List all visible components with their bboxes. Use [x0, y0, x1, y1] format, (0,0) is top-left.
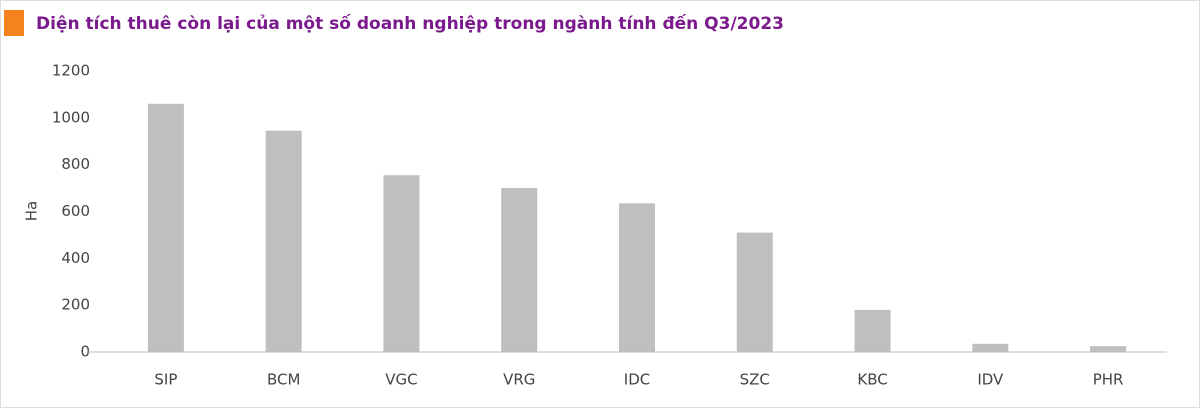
x-tick-label: PHR	[1093, 371, 1124, 389]
bar	[854, 309, 891, 352]
bar	[972, 343, 1009, 352]
y-tick-label: 200	[61, 296, 90, 314]
x-tick-label: IDC	[624, 371, 650, 389]
y-tick-label: 0	[80, 343, 90, 361]
y-tick-label: 600	[61, 202, 90, 220]
x-tick-label: SIP	[154, 371, 177, 389]
bar	[265, 130, 302, 352]
bar	[383, 175, 420, 352]
bar	[736, 232, 773, 352]
bar	[1090, 346, 1127, 352]
x-tick-label: VRG	[503, 371, 535, 389]
chart-title: Diện tích thuê còn lại của một số doanh …	[36, 13, 784, 34]
x-tick-label: VGC	[385, 371, 417, 389]
x-tick-label: BCM	[267, 371, 300, 389]
title-marker	[4, 10, 24, 36]
y-tick-label: 1000	[52, 108, 90, 126]
bar	[147, 103, 184, 353]
bar	[619, 203, 655, 352]
bar	[501, 188, 538, 352]
x-tick-label: KBC	[857, 371, 887, 389]
x-tick-label: SZC	[740, 371, 770, 389]
y-tick-label: 1200	[52, 62, 90, 80]
x-tick-label: IDV	[977, 371, 1004, 389]
y-tick-label: 800	[61, 155, 90, 173]
y-tick-label: 400	[61, 249, 90, 267]
y-axis-label: Ha	[23, 201, 41, 221]
